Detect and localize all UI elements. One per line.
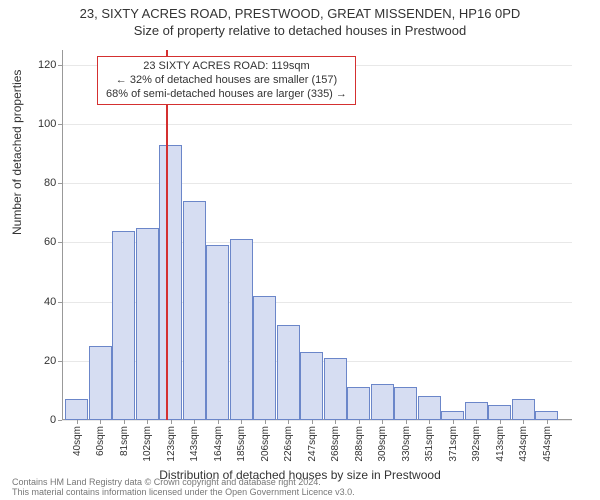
xtick-label: 268sqm <box>330 426 341 462</box>
ytick-label: 0 <box>50 414 86 426</box>
xtick-label: 371sqm <box>448 426 459 462</box>
histogram-bar <box>535 411 558 420</box>
ytick-label: 100 <box>38 118 86 130</box>
xtick-mark <box>335 420 336 424</box>
histogram-bar <box>89 346 112 420</box>
histogram-bar <box>136 228 159 420</box>
xtick-mark <box>147 420 148 424</box>
xtick-mark <box>500 420 501 424</box>
annotation-line1: 23 SIXTY ACRES ROAD: 119sqm <box>106 60 347 74</box>
grid-line <box>62 124 572 125</box>
histogram-bar <box>230 239 253 420</box>
y-axis-label: Number of detached properties <box>10 70 24 235</box>
xtick-mark <box>547 420 548 424</box>
xtick-mark <box>194 420 195 424</box>
page-title-line1: 23, SIXTY ACRES ROAD, PRESTWOOD, GREAT M… <box>0 0 600 21</box>
ytick-label: 80 <box>44 177 86 189</box>
annotation-line2: ← 32% of detached houses are smaller (15… <box>106 74 347 88</box>
xtick-label: 102sqm <box>142 426 153 462</box>
histogram-bar <box>512 399 535 420</box>
chart-container: 23, SIXTY ACRES ROAD, PRESTWOOD, GREAT M… <box>0 0 600 500</box>
xtick-label: 143sqm <box>189 426 200 462</box>
xtick-mark <box>406 420 407 424</box>
histogram-bar <box>206 245 229 420</box>
ytick-label: 40 <box>44 296 86 308</box>
xtick-mark <box>218 420 219 424</box>
page-title-line2: Size of property relative to detached ho… <box>0 21 600 38</box>
xtick-label: 40sqm <box>72 426 83 456</box>
xtick-mark <box>312 420 313 424</box>
histogram-bar <box>183 201 206 420</box>
xtick-label: 413sqm <box>495 426 506 462</box>
xtick-mark <box>100 420 101 424</box>
xtick-label: 60sqm <box>95 426 106 456</box>
histogram-bar <box>253 296 276 420</box>
xtick-label: 226sqm <box>283 426 294 462</box>
xtick-mark <box>429 420 430 424</box>
annotation-box: 23 SIXTY ACRES ROAD: 119sqm← 32% of deta… <box>97 56 356 105</box>
ytick-label: 20 <box>44 355 86 367</box>
xtick-label: 351sqm <box>424 426 435 462</box>
grid-line <box>62 183 572 184</box>
footer-line2: This material contains information licen… <box>12 488 355 498</box>
xtick-label: 206sqm <box>260 426 271 462</box>
xtick-mark <box>476 420 477 424</box>
histogram-bar <box>300 352 323 420</box>
xtick-label: 123sqm <box>166 426 177 462</box>
xtick-label: 164sqm <box>213 426 224 462</box>
histogram-bar <box>465 402 488 420</box>
ytick-label: 60 <box>44 236 86 248</box>
footer-attribution: Contains HM Land Registry data © Crown c… <box>12 478 355 498</box>
xtick-mark <box>359 420 360 424</box>
grid-line <box>62 420 572 421</box>
histogram-bar <box>159 145 182 420</box>
histogram-bar <box>347 387 370 420</box>
xtick-label: 330sqm <box>401 426 412 462</box>
xtick-label: 454sqm <box>542 426 553 462</box>
annotation-line3: 68% of semi-detached houses are larger (… <box>106 88 347 102</box>
xtick-label: 247sqm <box>307 426 318 462</box>
ytick-label: 120 <box>38 59 86 71</box>
xtick-mark <box>124 420 125 424</box>
xtick-label: 185sqm <box>236 426 247 462</box>
histogram-bar <box>394 387 417 420</box>
xtick-label: 392sqm <box>471 426 482 462</box>
histogram-bar <box>441 411 464 420</box>
plot-area: 40sqm60sqm81sqm102sqm123sqm143sqm164sqm1… <box>62 50 572 420</box>
property-marker-line <box>166 50 168 420</box>
histogram-bar <box>277 325 300 420</box>
histogram-bar <box>371 384 394 420</box>
xtick-mark <box>453 420 454 424</box>
histogram-bar <box>488 405 511 420</box>
xtick-mark <box>382 420 383 424</box>
xtick-label: 309sqm <box>377 426 388 462</box>
xtick-mark <box>171 420 172 424</box>
xtick-mark <box>241 420 242 424</box>
histogram-bar <box>418 396 441 420</box>
xtick-mark <box>523 420 524 424</box>
xtick-label: 434sqm <box>518 426 529 462</box>
histogram-bar <box>112 231 135 420</box>
xtick-label: 81sqm <box>119 426 130 456</box>
xtick-mark <box>265 420 266 424</box>
xtick-mark <box>288 420 289 424</box>
histogram-bar <box>324 358 347 420</box>
xtick-label: 288sqm <box>354 426 365 462</box>
